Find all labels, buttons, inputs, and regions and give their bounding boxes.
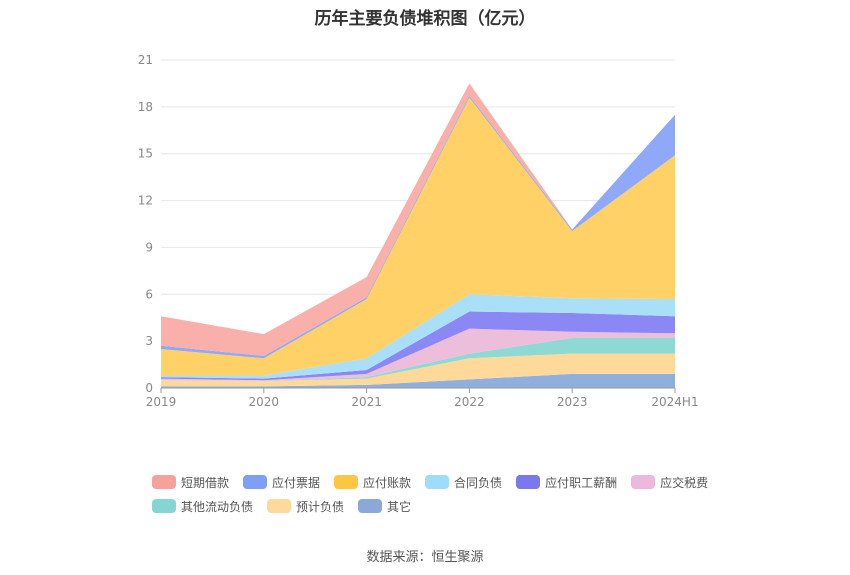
axes: 0 3 6 9 12 15 18 21 2019 2020 2021 2022 2023 2024H1 <box>138 53 699 409</box>
x-tick-label: 2020 <box>249 395 280 409</box>
legend-label: 预计负债 <box>296 499 345 514</box>
legend-swatch <box>267 499 292 513</box>
area-7 <box>161 97 675 376</box>
legend-label: 应付账款 <box>363 475 412 490</box>
legend-item[interactable]: 应付票据 <box>243 470 320 494</box>
legend-swatch <box>516 475 541 489</box>
legend-swatch <box>334 475 359 489</box>
legend-item[interactable]: 其他流动负债 <box>152 494 253 518</box>
legend-item[interactable]: 短期借款 <box>152 470 229 494</box>
area-1 <box>161 373 675 388</box>
legend-swatch <box>243 475 268 489</box>
y-tick-label: 3 <box>145 334 153 348</box>
y-tick-label: 21 <box>138 53 153 67</box>
data-source-note: 数据来源：恒生聚源 <box>366 550 484 565</box>
legend-label: 其它 <box>387 499 412 514</box>
legend-label: 短期借款 <box>181 475 230 490</box>
y-tick-label: 9 <box>145 240 153 254</box>
legend-item[interactable]: 预计负债 <box>267 494 344 518</box>
area-3 <box>161 338 675 381</box>
legend-swatch <box>425 475 450 489</box>
legend-label: 应交税费 <box>660 475 709 490</box>
legend: 短期借款 应付票据 应付账款 合同负债 应付职工薪酬 应交税费其他流动负债 预计负债 其它 <box>152 470 732 518</box>
y-tick-label: 15 <box>138 147 153 161</box>
area-4 <box>161 328 675 381</box>
x-tick-label: 2023 <box>557 395 588 409</box>
area-series <box>161 83 675 388</box>
area-2 <box>161 353 675 387</box>
legend-item[interactable]: 应付职工薪酬 <box>516 470 617 494</box>
legend-label: 应付职工薪酬 <box>545 475 618 490</box>
y-tick-label: 12 <box>138 194 153 208</box>
legend-swatch <box>152 499 176 513</box>
legend-item[interactable]: 应付账款 <box>334 470 411 494</box>
legend-label: 应付票据 <box>272 475 321 490</box>
y-tick-label: 18 <box>138 100 153 114</box>
area-5 <box>161 311 675 381</box>
chart-title: 历年主要负债堆积图（亿元） <box>314 9 536 29</box>
x-tick-label: 2021 <box>351 395 382 409</box>
legend-item[interactable]: 其它 <box>358 494 411 518</box>
x-tick-label: 2024H1 <box>651 395 698 409</box>
area-6 <box>161 294 675 379</box>
legend-swatch <box>631 475 656 489</box>
legend-item[interactable]: 应交税费 <box>631 470 708 494</box>
legend-swatch <box>358 499 383 513</box>
y-tick-label: 6 <box>145 287 153 301</box>
area-9 <box>161 83 675 357</box>
legend-label: 合同负债 <box>454 475 503 490</box>
x-tick-label: 2022 <box>454 395 485 409</box>
legend-item[interactable]: 合同负债 <box>425 470 502 494</box>
legend-swatch <box>152 475 176 489</box>
legend-label: 其他流动负债 <box>181 499 254 514</box>
y-tick-label: 0 <box>145 381 153 395</box>
x-tick-label: 2019 <box>146 395 177 409</box>
stacked-area-chart: 0 3 6 9 12 15 18 21 2019 2020 2021 2022 2023 2024H1 <box>138 53 699 409</box>
